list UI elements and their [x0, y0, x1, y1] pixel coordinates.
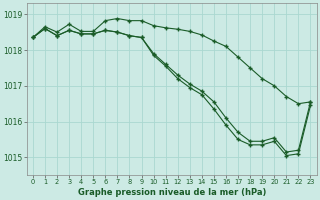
- X-axis label: Graphe pression niveau de la mer (hPa): Graphe pression niveau de la mer (hPa): [77, 188, 266, 197]
